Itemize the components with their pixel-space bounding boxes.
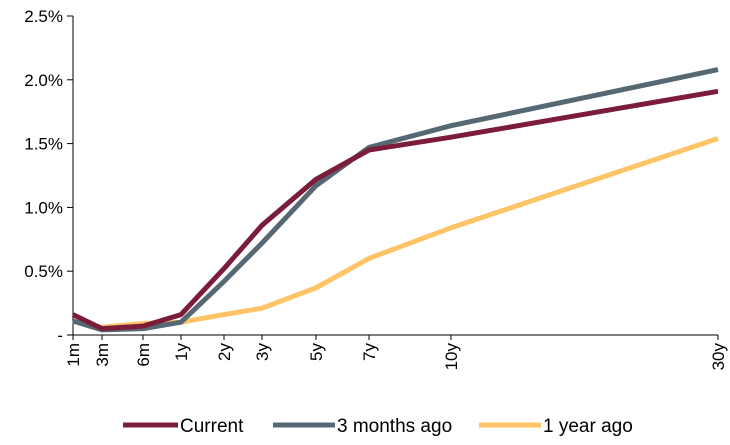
x-tick-label: 3m: [93, 343, 112, 367]
y-tick-label: -: [57, 326, 63, 345]
x-tick-label: 2y: [215, 343, 234, 361]
axes-layer: - 0.5% 1.0% 1.5% 2.0% 2.5% 1m 3m 6m 1y 2y 3y 5y 7y 10y…: [24, 7, 728, 370]
legend-label: 3 months ago: [337, 416, 452, 437]
x-tick-label: 5y: [307, 343, 326, 361]
series-line-current: [71, 88, 719, 332]
y-tick-label: 1.0%: [24, 198, 63, 217]
legend-label: 1 year ago: [543, 416, 633, 437]
x-tick-label: 3y: [253, 343, 272, 361]
y-tick-label: 2.5%: [24, 7, 63, 26]
x-tick-label: 1y: [172, 343, 191, 361]
x-tick-label: 7y: [360, 343, 379, 361]
x-tick-label: 6m: [134, 343, 153, 367]
y-tick-label: 2.0%: [24, 71, 63, 90]
y-tick-label: 0.5%: [24, 262, 63, 281]
y-tick-label: 1.5%: [24, 135, 63, 154]
legend: Current 3 months ago 1 year ago: [123, 416, 633, 437]
x-tick-label: 30y: [709, 343, 728, 371]
series-layer: [71, 67, 719, 333]
legend-label: Current: [180, 416, 244, 437]
series-line-1-year-ago: [72, 136, 719, 330]
x-tick-label: 1m: [64, 343, 83, 367]
x-tick-label: 10y: [442, 343, 461, 371]
